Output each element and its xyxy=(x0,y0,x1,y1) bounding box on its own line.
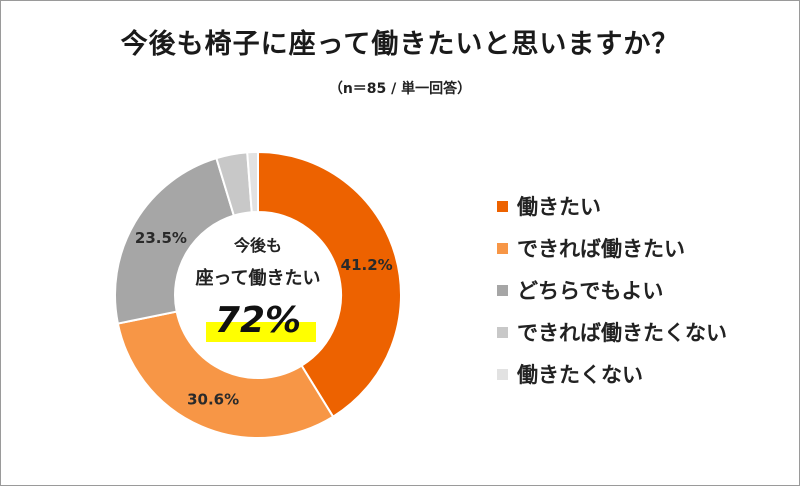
legend-swatch xyxy=(497,368,508,380)
legend-item: 働きたい xyxy=(497,185,727,227)
donut-center: 今後も 座って働きたい 72% xyxy=(195,236,321,342)
donut-slice xyxy=(116,310,335,439)
legend-item: 働きたくない xyxy=(497,353,727,395)
slice-value-label: 41.2% xyxy=(341,256,393,274)
legend-label: できれば働きたい xyxy=(517,237,685,261)
legend-label: どちらでもよい xyxy=(517,279,664,303)
chart-title: 今後も椅子に座って働きたいと思いますか？ xyxy=(120,29,680,60)
slice-value-label: 30.6% xyxy=(187,391,239,409)
legend-label: 働きたくない xyxy=(517,363,643,387)
donut-slice xyxy=(257,150,402,419)
center-label-line2: 座って働きたい xyxy=(195,267,320,289)
slice-value-label: 23.5% xyxy=(135,229,187,247)
chart-subtitle: （n＝85 / 単一回答） xyxy=(328,81,472,97)
legend-swatch xyxy=(497,200,508,212)
legend-item: できれば働きたい xyxy=(497,227,727,269)
center-value: 72% xyxy=(215,300,301,341)
legend-label: できれば働きたくない xyxy=(517,321,727,345)
center-label-line1: 今後も xyxy=(233,236,282,255)
legend: 働きたい できれば働きたい どちらでもよい できれば働きたくない 働きたくない xyxy=(497,185,727,395)
legend-label: 働きたい xyxy=(517,195,601,219)
legend-swatch xyxy=(497,242,508,254)
legend-item: できれば働きたくない xyxy=(497,311,727,353)
legend-item: どちらでもよい xyxy=(497,269,727,311)
legend-swatch xyxy=(497,326,508,338)
slice-labels: 41.2% 30.6% 23.5% xyxy=(135,229,393,409)
donut-slice xyxy=(114,156,236,325)
donut-slices xyxy=(114,150,402,439)
legend-swatch xyxy=(497,284,508,296)
donut-slice xyxy=(246,150,259,214)
center-highlight xyxy=(206,322,316,342)
